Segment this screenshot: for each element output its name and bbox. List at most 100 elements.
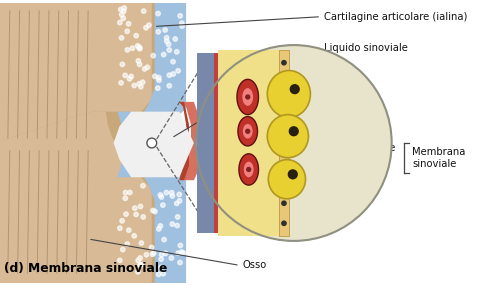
- Circle shape: [178, 243, 182, 248]
- Circle shape: [152, 74, 157, 79]
- Circle shape: [135, 269, 140, 274]
- Text: (d) Membrana sinoviale: (d) Membrana sinoviale: [4, 262, 167, 275]
- Circle shape: [161, 237, 166, 242]
- Circle shape: [164, 190, 168, 195]
- Circle shape: [123, 73, 127, 78]
- Circle shape: [179, 250, 183, 254]
- Polygon shape: [0, 3, 151, 177]
- Circle shape: [134, 212, 138, 217]
- Circle shape: [136, 258, 140, 263]
- Circle shape: [143, 25, 148, 30]
- Circle shape: [179, 24, 184, 28]
- Circle shape: [180, 251, 185, 255]
- Circle shape: [281, 141, 286, 145]
- Circle shape: [245, 129, 249, 133]
- Circle shape: [156, 29, 160, 34]
- Ellipse shape: [242, 88, 253, 106]
- Text: Membrana
sinoviale: Membrana sinoviale: [411, 147, 465, 169]
- Circle shape: [290, 85, 299, 94]
- Circle shape: [152, 209, 157, 214]
- Circle shape: [142, 67, 146, 71]
- Text: Tessuto areolare: Tessuto areolare: [314, 143, 395, 153]
- Circle shape: [167, 84, 171, 88]
- Circle shape: [117, 226, 122, 231]
- Circle shape: [175, 69, 180, 73]
- Circle shape: [119, 12, 124, 17]
- Circle shape: [160, 203, 165, 207]
- Text: Epitelio: Epitelio: [314, 167, 351, 177]
- Ellipse shape: [236, 79, 258, 115]
- Circle shape: [120, 247, 125, 252]
- Circle shape: [149, 245, 153, 250]
- Circle shape: [127, 190, 132, 195]
- Circle shape: [245, 95, 249, 99]
- Circle shape: [137, 45, 142, 50]
- Circle shape: [121, 16, 125, 21]
- Circle shape: [155, 86, 160, 90]
- Ellipse shape: [238, 154, 258, 185]
- Circle shape: [170, 194, 174, 198]
- Circle shape: [281, 181, 286, 185]
- Circle shape: [289, 127, 298, 136]
- Text: Liquido sinoviale: Liquido sinoviale: [324, 43, 407, 53]
- Circle shape: [132, 206, 137, 210]
- Text: Cartilagine articolare (ialina): Cartilagine articolare (ialina): [324, 12, 466, 22]
- Circle shape: [132, 83, 136, 88]
- Circle shape: [174, 49, 179, 54]
- Circle shape: [125, 29, 129, 33]
- Circle shape: [175, 215, 179, 219]
- Circle shape: [120, 62, 124, 67]
- Circle shape: [120, 219, 124, 223]
- Circle shape: [281, 201, 286, 205]
- Circle shape: [141, 215, 145, 219]
- Circle shape: [158, 265, 163, 270]
- Circle shape: [171, 72, 175, 76]
- Circle shape: [159, 257, 163, 261]
- Polygon shape: [0, 112, 151, 283]
- Text: Osso: Osso: [242, 260, 267, 270]
- Ellipse shape: [243, 162, 253, 177]
- Circle shape: [177, 198, 181, 203]
- Circle shape: [137, 62, 141, 67]
- Circle shape: [137, 47, 142, 51]
- Circle shape: [125, 48, 129, 52]
- Circle shape: [137, 82, 141, 86]
- Circle shape: [164, 35, 168, 40]
- Circle shape: [150, 252, 154, 257]
- Circle shape: [281, 81, 286, 85]
- Circle shape: [177, 260, 182, 265]
- Circle shape: [119, 36, 124, 40]
- Circle shape: [288, 170, 297, 179]
- Polygon shape: [181, 102, 200, 180]
- Circle shape: [156, 78, 161, 82]
- Circle shape: [151, 251, 156, 255]
- Bar: [214, 53, 218, 233]
- Circle shape: [158, 224, 162, 228]
- Circle shape: [169, 190, 173, 195]
- Circle shape: [174, 223, 179, 228]
- Circle shape: [151, 53, 155, 58]
- Circle shape: [179, 21, 184, 25]
- Circle shape: [126, 228, 131, 233]
- Ellipse shape: [267, 71, 310, 118]
- Circle shape: [117, 258, 122, 263]
- Circle shape: [138, 204, 142, 209]
- Circle shape: [150, 208, 155, 213]
- Text: Adipociti: Adipociti: [314, 118, 357, 128]
- Circle shape: [170, 222, 174, 226]
- Circle shape: [130, 46, 134, 51]
- Circle shape: [159, 195, 163, 199]
- Circle shape: [177, 14, 182, 18]
- Text: Capsula: Capsula: [314, 72, 354, 82]
- Circle shape: [138, 84, 143, 89]
- Circle shape: [138, 256, 142, 260]
- Circle shape: [167, 73, 171, 78]
- Circle shape: [127, 77, 132, 81]
- Circle shape: [122, 6, 126, 10]
- Circle shape: [126, 21, 131, 26]
- Circle shape: [167, 48, 171, 52]
- Circle shape: [137, 263, 142, 267]
- Circle shape: [147, 138, 156, 148]
- Bar: [196, 53, 216, 233]
- Circle shape: [140, 80, 145, 84]
